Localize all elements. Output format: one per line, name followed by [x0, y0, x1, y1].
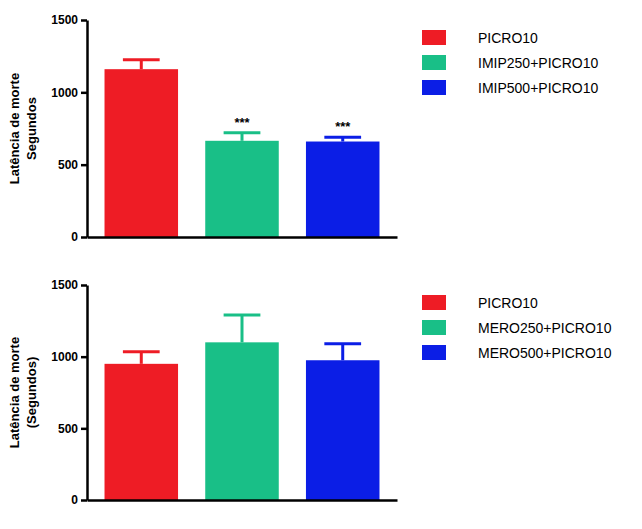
legend-label: PICRO10 [478, 30, 538, 46]
y-tick-label: 1000 [51, 86, 78, 100]
bar [105, 69, 179, 237]
error-cap [324, 342, 361, 345]
y-tick-label: 0 [71, 493, 78, 507]
error-bar [224, 133, 261, 141]
y-tick-mark [81, 92, 87, 95]
y-tick: 0 [71, 230, 87, 244]
y-tick-label: 500 [58, 158, 78, 172]
error-bar [224, 315, 261, 342]
bar [105, 364, 179, 500]
y-tick-label: 500 [58, 422, 78, 436]
x-axis [88, 500, 398, 502]
y-axis: 0 500 1000 1500 [51, 278, 87, 507]
legend-swatch [422, 30, 446, 45]
y-tick: 500 [58, 158, 87, 172]
legend-swatch [422, 320, 446, 335]
x-axis-line [88, 499, 398, 502]
y-tick-mark [81, 19, 87, 22]
y-tick-label: 1500 [51, 13, 78, 27]
error-bar [123, 60, 160, 69]
y-tick-label: 0 [71, 230, 78, 244]
legend-label: MERO500+PICRO10 [478, 345, 612, 361]
y-tick-mark [81, 428, 87, 431]
y-tick-label: 1500 [51, 278, 78, 292]
error-cap [123, 350, 160, 353]
y-tick-mark [81, 284, 87, 287]
error-line [140, 352, 143, 364]
error-line [241, 315, 244, 342]
legend-label: IMIP250+PICRO10 [478, 55, 598, 71]
y-tick: 1000 [51, 350, 87, 364]
legend-label: IMIP500+PICRO10 [478, 80, 598, 96]
y-axis-title: (Segundos) [24, 357, 39, 429]
y-tick-mark [81, 164, 87, 167]
chart: 0 500 1000 1500 Latência de morte(Segundos) P… [7, 278, 612, 507]
error-bar [324, 137, 361, 141]
error-bar [123, 352, 160, 364]
error-line [341, 344, 344, 360]
x-axis-line [88, 236, 398, 239]
legend-swatch [422, 55, 446, 70]
y-tick-label: 1000 [51, 350, 78, 364]
legend-label: MERO250+PICRO10 [478, 320, 612, 336]
bar [306, 360, 380, 500]
y-axis-title: Segundos [24, 97, 39, 160]
bar [205, 342, 279, 500]
legend-swatch [422, 80, 446, 95]
y-tick: 0 [71, 493, 87, 507]
figure: ******050010001500Latência de morteSegun… [0, 0, 642, 529]
legend-item: IMIP500+PICRO10 [422, 80, 598, 96]
error-cap [224, 131, 261, 134]
legend-swatch [422, 345, 446, 360]
y-axis-line [86, 286, 89, 501]
legend-item: MERO500+PICRO10 [422, 345, 612, 361]
x-axis [88, 237, 398, 239]
legend-label: PICRO10 [478, 295, 538, 311]
error-bar [324, 344, 361, 360]
error-cap [123, 58, 160, 61]
plot-area [105, 315, 380, 500]
y-axis-title: Latência de morte [7, 337, 22, 448]
y-tick: 1500 [51, 278, 87, 292]
y-tick-mark [81, 499, 87, 502]
significance: *** [234, 115, 250, 130]
legend-item: IMIP250+PICRO10 [422, 55, 598, 71]
legend-item: PICRO10 [422, 30, 538, 46]
bar [306, 142, 380, 237]
legend-item: MERO250+PICRO10 [422, 320, 612, 336]
legend-swatch [422, 295, 446, 310]
legend: PICRO10 MERO250+PICRO10 MERO500+PICRO10 [422, 295, 612, 361]
bar [205, 141, 279, 237]
y-tick-mark [81, 236, 87, 239]
chart: *** *** 0 500 1000 1500 Latência de morteSegun… [7, 13, 599, 244]
y-axis: 0 500 1000 1500 [51, 13, 87, 244]
y-axis-line [86, 21, 89, 238]
y-tick-mark [81, 356, 87, 359]
legend: PICRO10 IMIP250+PICRO10 IMIP500+PICRO10 [422, 30, 598, 96]
y-tick: 1500 [51, 13, 87, 27]
plot-area [105, 60, 380, 237]
legend-item: PICRO10 [422, 295, 538, 311]
y-tick: 500 [58, 422, 87, 436]
y-axis-title: Latência de morte [7, 73, 22, 184]
significance: *** [335, 119, 351, 134]
y-tick: 1000 [51, 86, 87, 100]
error-cap [324, 136, 361, 139]
error-cap [224, 314, 261, 317]
